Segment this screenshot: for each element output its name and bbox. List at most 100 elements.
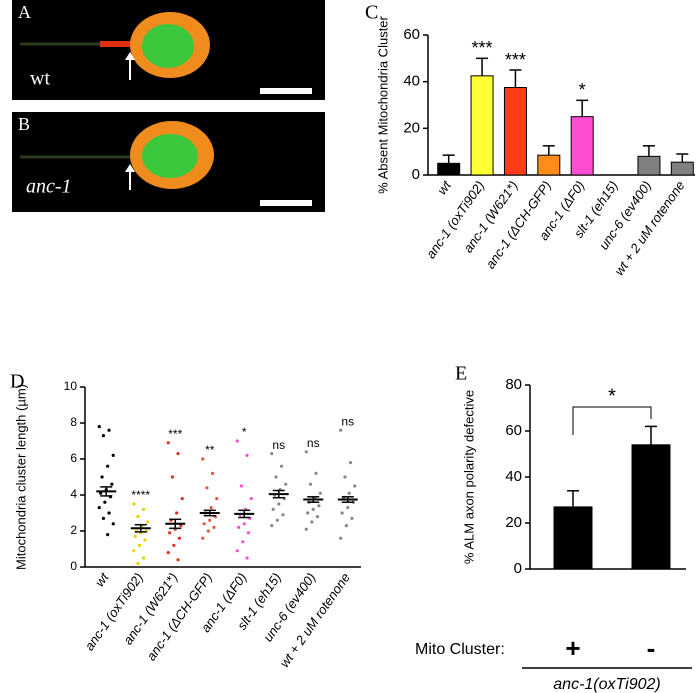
data-point xyxy=(277,502,281,506)
data-point xyxy=(201,536,205,540)
y-tick-label: 10 xyxy=(64,379,78,393)
x-tick-label: - xyxy=(647,633,656,663)
data-point xyxy=(245,453,249,457)
data-point xyxy=(275,518,279,522)
data-point xyxy=(107,428,111,432)
bar xyxy=(637,155,661,176)
y-tick-label: 6 xyxy=(70,451,77,465)
y-tick-label: 60 xyxy=(403,26,420,43)
bar xyxy=(437,162,461,176)
image-b xyxy=(12,112,325,212)
data-point xyxy=(210,471,215,475)
data-point xyxy=(308,482,313,486)
data-point xyxy=(239,484,244,488)
significance-label: *** xyxy=(168,427,182,441)
data-point xyxy=(237,525,241,530)
data-point xyxy=(306,511,310,515)
data-point xyxy=(201,457,205,461)
data-point xyxy=(99,491,103,495)
x-tick-label: anc-1 (oxTi902) xyxy=(423,178,487,261)
panel-label: C xyxy=(365,2,378,24)
data-point xyxy=(235,439,239,443)
data-point xyxy=(141,556,146,560)
data-point xyxy=(281,513,285,517)
significance-label: ** xyxy=(205,443,215,457)
data-point xyxy=(106,464,110,468)
y-axis-label: Mitochondria cluster length (µm) xyxy=(13,384,28,570)
data-point xyxy=(172,543,176,548)
data-point xyxy=(132,502,136,506)
y-tick-label: 2 xyxy=(70,523,77,537)
panel-label: E xyxy=(455,363,467,385)
image-caption: anc-1 xyxy=(26,176,72,198)
data-point xyxy=(111,522,115,526)
data-point xyxy=(175,511,179,515)
significance-label: * xyxy=(579,80,586,100)
data-point xyxy=(340,511,344,515)
significance-label: * xyxy=(608,385,616,407)
y-axis-label: % ALM axon polarity defective xyxy=(461,390,476,564)
bar xyxy=(553,506,593,570)
data-point xyxy=(205,486,209,490)
data-point xyxy=(246,531,251,535)
data-point xyxy=(344,524,348,528)
category-title: Mito Cluster: xyxy=(415,641,505,658)
data-point xyxy=(166,551,170,555)
significance-label: *** xyxy=(505,50,526,70)
bar xyxy=(631,444,671,570)
data-point xyxy=(206,529,210,533)
data-point xyxy=(350,516,354,521)
data-point xyxy=(146,520,150,524)
data-point xyxy=(97,425,101,429)
data-point xyxy=(107,511,111,515)
data-point xyxy=(343,475,347,479)
bar xyxy=(470,75,494,176)
data-point xyxy=(177,536,182,540)
bar xyxy=(570,116,594,176)
significance-label: ns xyxy=(272,438,285,452)
data-point xyxy=(241,540,245,544)
panel-label: A xyxy=(18,2,31,22)
data-point xyxy=(310,520,314,524)
data-point xyxy=(136,561,140,566)
x-tick-label: wt xyxy=(92,569,113,589)
bar xyxy=(537,154,561,176)
y-tick-label: 0 xyxy=(514,560,522,577)
image-a xyxy=(12,0,325,100)
data-point xyxy=(101,434,106,438)
data-point xyxy=(168,531,172,535)
panel-label: B xyxy=(18,114,30,134)
data-point xyxy=(97,506,101,510)
data-point xyxy=(136,515,140,519)
significance-label: *** xyxy=(472,38,493,58)
y-axis-label: % Absent Mitochondria Cluster xyxy=(375,15,390,193)
data-point xyxy=(202,522,206,526)
data-point xyxy=(348,461,353,465)
data-point xyxy=(317,504,321,508)
group-label: anc-1(oxTi902) xyxy=(553,676,660,693)
data-point xyxy=(271,507,275,511)
x-tick-label: wt xyxy=(434,177,455,197)
data-point xyxy=(103,500,107,504)
data-point xyxy=(318,491,322,495)
significance-bracket xyxy=(572,406,652,435)
data-point xyxy=(242,522,246,526)
data-point xyxy=(270,524,274,528)
data-point xyxy=(137,543,141,548)
data-point xyxy=(235,549,239,553)
data-point xyxy=(304,527,308,531)
data-point xyxy=(339,428,343,432)
y-tick-label: 40 xyxy=(403,73,420,90)
data-point xyxy=(284,482,288,486)
y-tick-label: 80 xyxy=(505,376,522,393)
y-tick-label: 40 xyxy=(505,468,522,485)
data-point xyxy=(245,556,249,560)
data-point xyxy=(311,507,315,511)
significance-label: **** xyxy=(131,488,150,502)
significance-label: * xyxy=(242,425,247,439)
data-point xyxy=(339,536,343,540)
data-point xyxy=(143,538,147,542)
data-point xyxy=(176,558,180,562)
